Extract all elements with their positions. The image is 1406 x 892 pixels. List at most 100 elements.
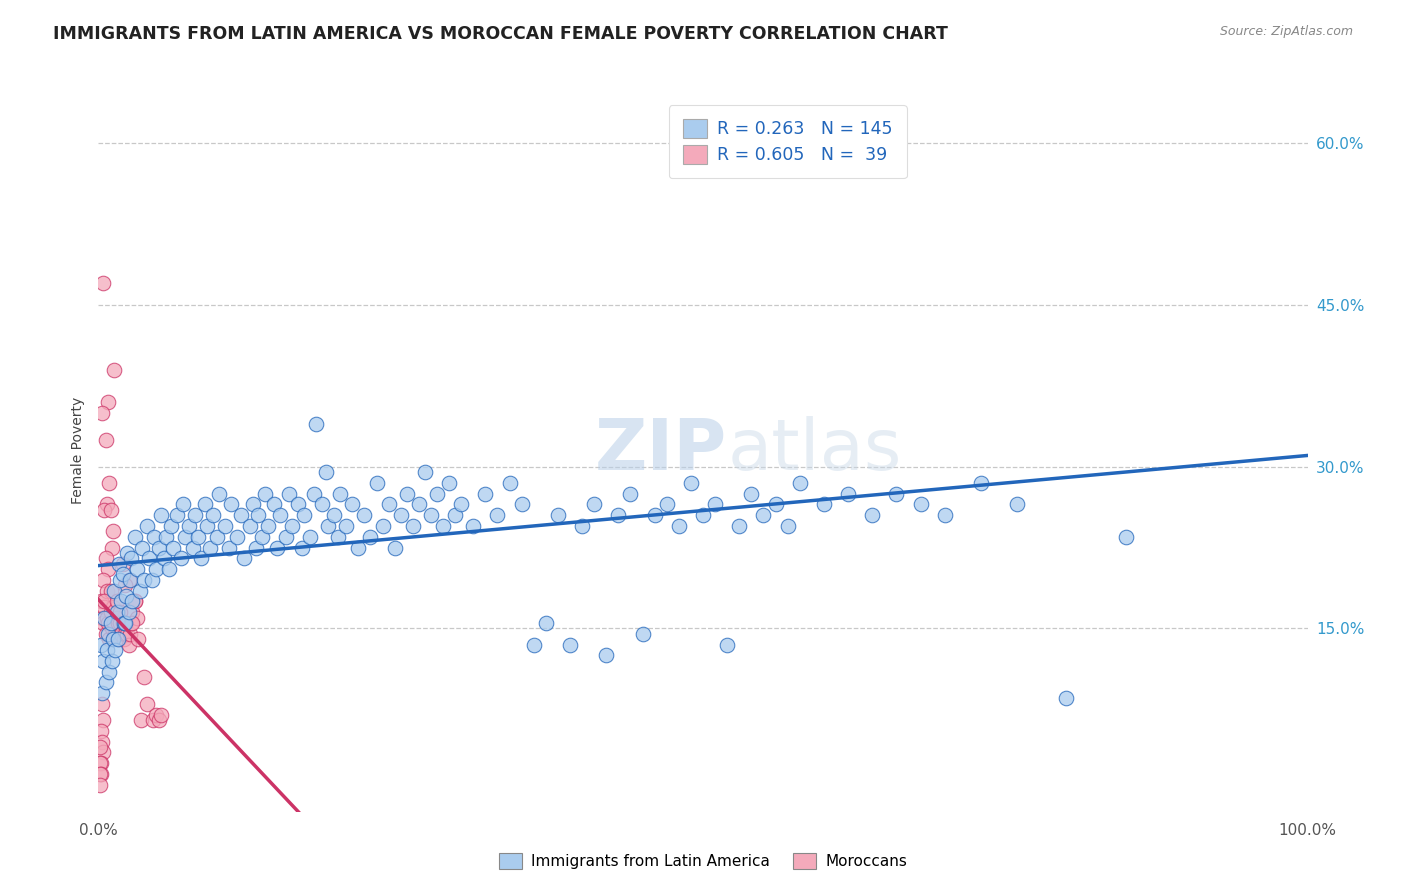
Point — [100, 605, 122, 619]
Point — [371, 519, 394, 533]
Point — [108, 605, 131, 619]
Point — [98, 475, 121, 490]
Point — [195, 519, 218, 533]
Point — [160, 519, 183, 533]
Point — [174, 530, 197, 544]
Point — [117, 546, 139, 560]
Point — [96, 497, 118, 511]
Point — [91, 686, 114, 700]
Point — [655, 497, 678, 511]
Point — [90, 723, 112, 738]
Point — [107, 632, 129, 647]
Point — [523, 638, 546, 652]
Point — [305, 417, 328, 431]
Point — [1115, 530, 1137, 544]
Point — [118, 627, 141, 641]
Point — [90, 767, 112, 781]
Point — [547, 508, 569, 523]
Point — [886, 486, 908, 500]
Point — [98, 665, 121, 679]
Point — [256, 519, 278, 533]
Point — [120, 551, 142, 566]
Point — [97, 627, 120, 641]
Point — [143, 530, 166, 544]
Point — [108, 573, 131, 587]
Point — [934, 508, 956, 523]
Point — [311, 497, 333, 511]
Point — [299, 530, 322, 544]
Point — [190, 551, 212, 566]
Point — [91, 610, 114, 624]
Point — [100, 615, 122, 630]
Point — [89, 739, 111, 754]
Point — [169, 551, 191, 566]
Point — [93, 610, 115, 624]
Point — [91, 654, 114, 668]
Point — [91, 713, 114, 727]
Point — [498, 475, 520, 490]
Point — [263, 497, 285, 511]
Point — [150, 508, 173, 523]
Point — [194, 497, 217, 511]
Point — [290, 541, 312, 555]
Point — [420, 508, 443, 523]
Point — [292, 508, 315, 523]
Point — [105, 605, 128, 619]
Point — [432, 519, 454, 533]
Point — [128, 583, 150, 598]
Point — [162, 541, 184, 555]
Point — [184, 508, 207, 523]
Point — [534, 615, 557, 630]
Text: Source: ZipAtlas.com: Source: ZipAtlas.com — [1219, 25, 1353, 38]
Legend: Immigrants from Latin America, Moroccans: Immigrants from Latin America, Moroccans — [494, 847, 912, 875]
Point — [214, 519, 236, 533]
Point — [115, 589, 138, 603]
Point — [389, 508, 412, 523]
Point — [232, 551, 254, 566]
Point — [100, 654, 122, 668]
Point — [101, 599, 124, 614]
Point — [150, 707, 173, 722]
Text: atlas: atlas — [727, 416, 901, 485]
Point — [135, 519, 157, 533]
Point — [619, 486, 641, 500]
Point — [100, 583, 122, 598]
Point — [134, 670, 156, 684]
Point — [242, 497, 264, 511]
Point — [104, 627, 127, 641]
Point — [110, 627, 132, 641]
Point — [118, 573, 141, 587]
Point — [96, 610, 118, 624]
Point — [112, 632, 135, 647]
Point — [208, 486, 231, 500]
Point — [205, 530, 228, 544]
Point — [274, 530, 297, 544]
Point — [89, 756, 111, 771]
Point — [107, 615, 129, 630]
Point — [226, 530, 249, 544]
Point — [93, 594, 115, 608]
Point — [571, 519, 593, 533]
Point — [910, 497, 932, 511]
Point — [118, 605, 141, 619]
Point — [91, 406, 114, 420]
Point — [583, 497, 606, 511]
Point — [111, 567, 134, 582]
Point — [138, 551, 160, 566]
Point — [426, 486, 449, 500]
Point — [114, 615, 136, 630]
Point — [254, 486, 277, 500]
Point — [463, 519, 485, 533]
Point — [111, 557, 134, 571]
Point — [166, 508, 188, 523]
Point — [860, 508, 883, 523]
Point — [94, 433, 117, 447]
Point — [135, 697, 157, 711]
Point — [716, 638, 738, 652]
Point — [127, 562, 149, 576]
Point — [100, 502, 122, 516]
Y-axis label: Female Poverty: Female Poverty — [72, 397, 86, 504]
Point — [668, 519, 690, 533]
Point — [101, 524, 124, 539]
Point — [91, 277, 114, 291]
